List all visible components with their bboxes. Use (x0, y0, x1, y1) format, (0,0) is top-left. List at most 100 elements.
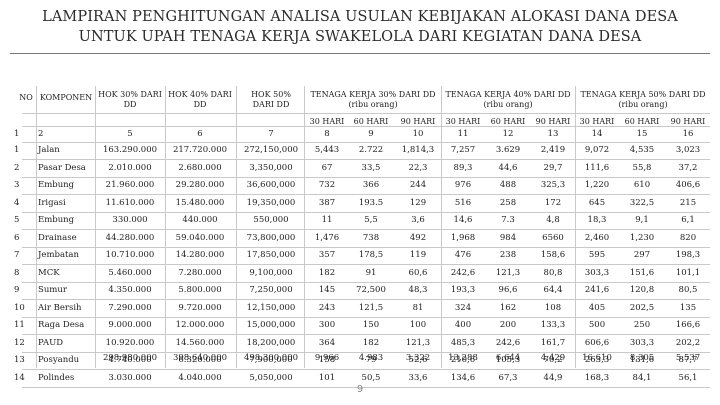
table-cell: 182 (318, 267, 336, 278)
table-cell: 44.280.000 (105, 232, 155, 243)
row-divider (22, 282, 710, 283)
row-divider (22, 387, 710, 388)
subheader-30-30: 30 HARI (309, 117, 345, 126)
table-cell: 11 (321, 215, 333, 225)
total-cell: 498,300,000 (243, 353, 299, 363)
table-cell: 4,8 (546, 215, 560, 225)
table-cell: 7,257 (450, 145, 476, 155)
table-cell: 330.000 (112, 215, 148, 225)
table-cell: 12,150,000 (246, 302, 296, 313)
subheader-50-60: 60 HARI (624, 117, 660, 126)
table-cell: 405 (588, 302, 606, 313)
total-cell: 9,966 (314, 353, 340, 363)
table-cell: 1,968 (450, 232, 476, 243)
header-tk30: TENAGA KERJA 30% DARI DD (ribu orang) (310, 90, 436, 109)
table-cell: 121,3 (495, 267, 521, 278)
column-number: 14 (591, 129, 603, 139)
table-cell: 4 (14, 197, 20, 208)
table-cell: 9 (14, 285, 20, 295)
table-cell: 606,6 (584, 337, 610, 348)
table-cell: 2,460 (584, 232, 610, 243)
subheader-50-30: 30 HARI (579, 117, 615, 126)
table-cell: 488 (499, 180, 517, 190)
table-cell: 50,5 (361, 372, 381, 383)
column-number: 13 (547, 129, 559, 139)
table-cell: 244 (409, 180, 427, 190)
table-cell: 820 (679, 232, 697, 243)
table-cell: 297 (633, 250, 651, 260)
row-component: Posyandu (38, 355, 80, 365)
table-cell: 55,8 (632, 162, 652, 173)
table-cell: 1,230 (629, 232, 655, 243)
table-cell: 60,6 (408, 267, 428, 278)
table-cell: 7,900,000 (249, 355, 293, 365)
table-cell: 101 (318, 372, 336, 383)
table-cell: 238 (499, 250, 517, 260)
column-divider (575, 86, 576, 368)
table-cell: 9.000.000 (108, 320, 152, 330)
table-cell: 400 (454, 320, 472, 330)
table-cell: 357 (318, 250, 336, 260)
total-cell: 298.980.000 (102, 353, 158, 363)
table-cell: 163.290.000 (102, 145, 158, 155)
page-number: 9 (356, 384, 364, 395)
table-cell: 145 (318, 285, 336, 295)
table-cell: 7,250,000 (249, 285, 293, 295)
table-cell: 52,6 (408, 355, 428, 365)
table-cell: 29,7 (543, 162, 563, 173)
table-cell: 119 (409, 250, 427, 260)
column-number: 12 (502, 129, 514, 139)
table-cell: 364 (318, 337, 336, 348)
table-cell: 595 (588, 250, 606, 260)
table-cell: 81 (412, 302, 424, 313)
total-cell: 398.640.000 (172, 353, 228, 363)
table-cell: 5 (14, 215, 20, 225)
table-cell: 516 (454, 197, 472, 208)
table-cell: 198,3 (675, 250, 701, 260)
column-number: 8 (324, 129, 330, 139)
table-cell: 242,6 (495, 337, 521, 348)
table-cell: 70,2 (543, 355, 563, 365)
table-cell: 133,3 (540, 320, 566, 330)
table-cell: 79 (365, 355, 377, 365)
table-cell: 4.350.000 (108, 285, 152, 295)
total-cell: 13,288 (448, 353, 478, 363)
table-cell: 492 (409, 232, 427, 243)
table-cell: 2,419 (540, 145, 566, 155)
table-cell: 3.629 (495, 145, 521, 155)
column-number: 2 (38, 129, 44, 139)
table-cell: 241,6 (584, 285, 610, 295)
total-cell: 8,305 (629, 353, 655, 363)
table-cell: 193.5 (358, 197, 384, 208)
table-cell: 10.710.000 (105, 250, 155, 260)
header-hok30: HOK 30% DARI DD (98, 90, 162, 109)
table-cell: 162 (499, 302, 517, 313)
table-cell: 387 (318, 197, 336, 208)
table-cell: 84,1 (632, 372, 652, 383)
table-cell: 33,6 (408, 372, 428, 383)
table-cell: 87,7 (678, 355, 698, 365)
table-cell: 172 (544, 197, 562, 208)
row-divider (22, 264, 710, 265)
table-cell: 120,8 (629, 285, 655, 295)
table-cell: 100 (409, 320, 427, 330)
table-cell: 14 (14, 372, 25, 383)
table-cell: 158,6 (540, 250, 566, 260)
table-cell: 37,2 (678, 162, 698, 173)
column-number: 11 (457, 129, 469, 139)
table-cell: 258 (499, 197, 517, 208)
row-component: Sumur (38, 285, 67, 295)
table-cell: 440.000 (182, 215, 218, 225)
table-cell: 67,3 (498, 372, 518, 383)
table-cell: 3,023 (675, 145, 701, 155)
table-cell: 2.010.000 (108, 162, 152, 173)
table-cell: 91 (365, 267, 377, 278)
table-cell: 732 (318, 180, 336, 190)
table-cell: 15,000,000 (246, 320, 296, 330)
table-cell: 5,443 (314, 145, 340, 155)
row-component: Pasar Desa (38, 162, 86, 173)
table-cell: 182 (362, 337, 380, 348)
table-cell: 9,1 (635, 215, 649, 225)
row-component: Polindes (38, 372, 75, 383)
column-number: 9 (368, 129, 374, 139)
